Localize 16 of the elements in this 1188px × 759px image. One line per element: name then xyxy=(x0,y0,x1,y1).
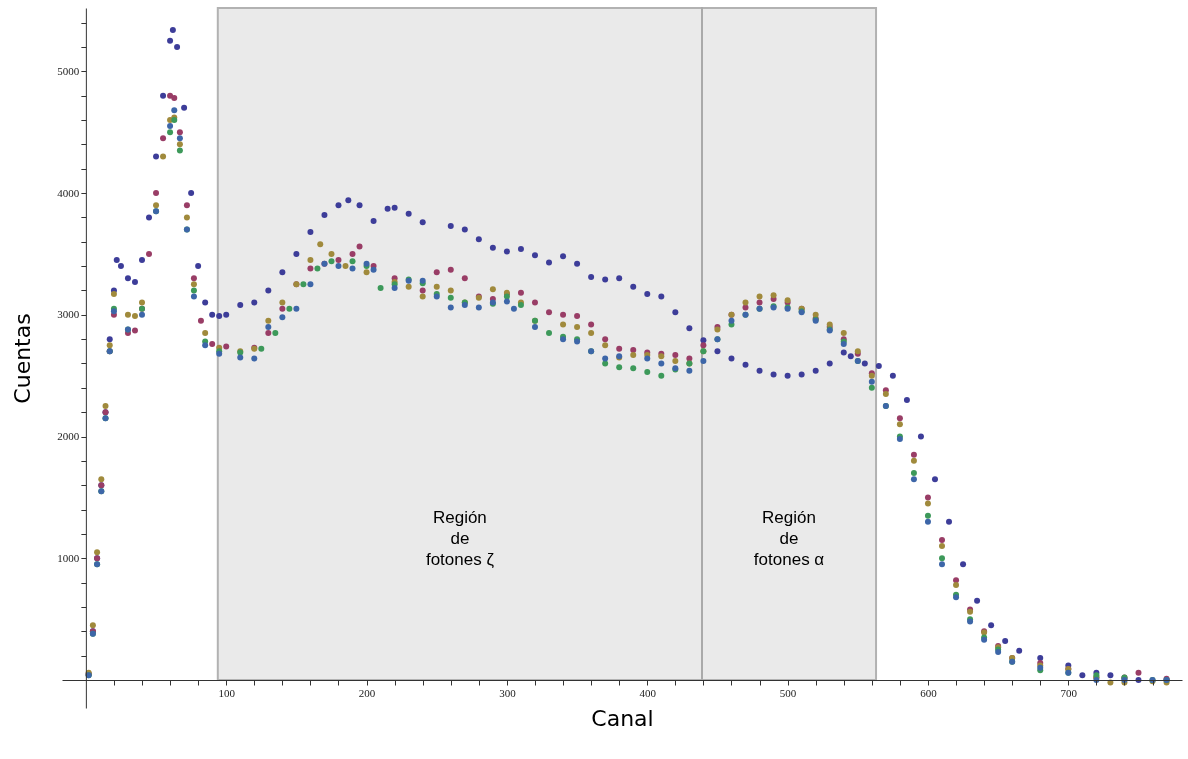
x-axis-title: Canal xyxy=(591,705,654,731)
band-label: Región de fotones ζ xyxy=(425,508,495,569)
y-tick-label: 4000 xyxy=(57,186,80,199)
x-tick-label: 500 xyxy=(779,686,797,699)
x-tick-label: 200 xyxy=(358,686,376,699)
band-label: Región de fotones α xyxy=(753,508,825,569)
y-tick-label: 5000 xyxy=(57,64,80,77)
y-tick-label: 2000 xyxy=(57,430,80,443)
x-tick-label: 300 xyxy=(499,686,517,699)
y-tick-label: 1000 xyxy=(57,551,80,564)
x-tick-label: 100 xyxy=(218,686,236,699)
x-tick-label: 600 xyxy=(920,686,938,699)
y-tick-label: 3000 xyxy=(57,308,80,321)
y-axis-title: Cuentas xyxy=(10,313,36,404)
x-tick-label: 400 xyxy=(639,686,657,699)
x-tick-label: 700 xyxy=(1060,686,1078,699)
